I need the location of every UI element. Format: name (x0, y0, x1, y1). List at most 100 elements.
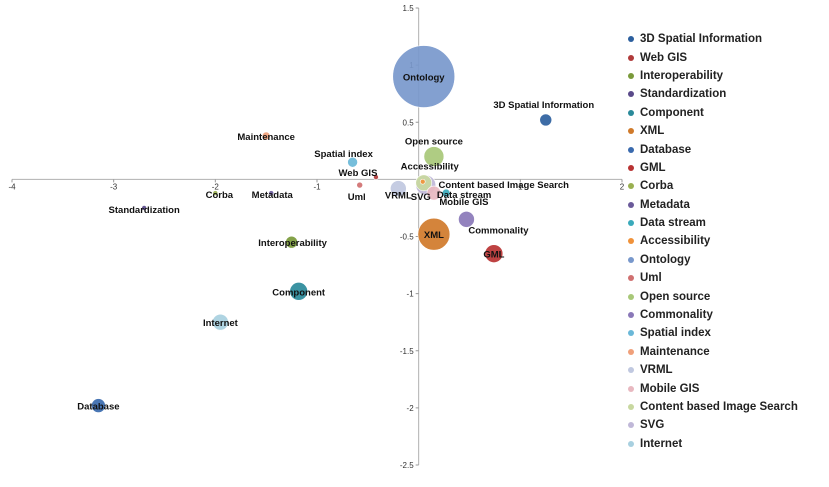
legend-item-ontology: Ontology (628, 251, 798, 269)
legend-swatch-icon (628, 422, 634, 429)
point-label-content-based-image-search: Content based Image Search (439, 180, 570, 191)
legend-item-mobile-gis: Mobile GIS (628, 379, 798, 397)
bubble-mobile-gis (426, 185, 442, 201)
legend-swatch-icon (628, 256, 634, 263)
point-label-gml: GML (483, 250, 504, 261)
legend-label: Component (640, 106, 704, 119)
bubble-commonality (458, 211, 475, 228)
legend-item-internet: Internet (628, 435, 798, 453)
legend-item-gml: GML (628, 159, 798, 177)
legend-item-vrml: VRML (628, 361, 798, 379)
legend-item-uml: Uml (628, 269, 798, 287)
legend-swatch-icon (628, 367, 634, 374)
y-tick-label: 0.5 (403, 118, 415, 127)
bubble-component (289, 282, 309, 301)
point-label-vrml: VRML (385, 191, 412, 202)
legend-swatch-icon (628, 385, 634, 392)
y-tick-label: -0.5 (400, 233, 414, 242)
y-tick-label: -2.5 (400, 461, 414, 470)
legend-swatch-icon (628, 128, 634, 135)
legend-label: Maintenance (640, 345, 710, 358)
legend-swatch-icon (628, 36, 634, 43)
point-label-spatial-index: Spatial index (314, 149, 373, 160)
legend-label: SVG (640, 419, 665, 432)
point-label-mobile-gis: Mobile GIS (439, 197, 488, 208)
legend-label: Database (640, 143, 692, 156)
point-label-internet: Internet (203, 318, 239, 329)
legend-swatch-icon (628, 275, 634, 282)
chart-bubbles (91, 45, 553, 413)
legend-label: Mobile GIS (640, 382, 700, 395)
legend-item-accessibility: Accessibility (628, 232, 798, 250)
point-label-standardization: Standardization (109, 205, 180, 216)
y-tick-label: -2 (407, 404, 415, 413)
bubble-database (91, 398, 106, 413)
bubble-web-gis (373, 174, 379, 180)
point-label-web-gis: Web GIS (339, 168, 378, 179)
legend-item-component: Component (628, 104, 798, 122)
bubble-uml (356, 181, 364, 189)
point-label-svg: SVG (411, 192, 431, 203)
point-label-commonality: Commonality (468, 225, 529, 236)
point-label-uml: Uml (348, 192, 366, 203)
legend-item-3d-spatial-information: 3D Spatial Information (628, 30, 798, 48)
legend-label: Corba (640, 180, 674, 193)
legend-item-database: Database (628, 140, 798, 158)
legend-swatch-icon (628, 348, 634, 355)
legend-label: Ontology (640, 253, 691, 266)
legend-label: Web GIS (640, 51, 688, 64)
legend-swatch-icon (628, 220, 634, 227)
legend-label: Standardization (640, 88, 727, 101)
y-tick-label: -1 (407, 290, 415, 299)
x-tick-label: -2 (212, 182, 220, 191)
legend-swatch-icon (628, 146, 634, 153)
y-tick-label: -1.5 (400, 347, 414, 356)
point-label-metadata: Metadata (252, 190, 294, 201)
legend-label: VRML (640, 364, 673, 377)
x-tick-label: 2 (620, 182, 625, 191)
legend-item-spatial-index: Spatial index (628, 324, 798, 342)
legend-swatch-icon (628, 72, 634, 79)
point-label-accessibility: Accessibility (401, 162, 460, 173)
point-label-open-source: Open source (405, 137, 463, 148)
legend-label: Open source (640, 290, 711, 303)
chart-legend: 3D Spatial Information Web GIS Interoperab… (628, 30, 798, 453)
legend-item-xml: XML (628, 122, 798, 140)
point-label-component: Component (272, 287, 326, 298)
legend-swatch-icon (628, 164, 634, 171)
legend-swatch-icon (628, 404, 634, 410)
legend-swatch-icon (628, 330, 634, 337)
point-label-3d-spatial-information: 3D Spatial Information (493, 100, 594, 111)
legend-label: Interoperability (640, 69, 724, 82)
legend-item-content-based-image-search: Content based Image Search (628, 398, 798, 416)
bubble-ontology (392, 45, 456, 108)
legend-label: Spatial index (640, 327, 711, 340)
point-label-xml: XML (424, 230, 444, 241)
legend-item-interoperability: Interoperability (628, 67, 798, 85)
legend-item-metadata: Metadata (628, 196, 798, 214)
legend-swatch-icon (628, 91, 634, 98)
x-tick-label: -3 (110, 182, 118, 191)
legend-item-open-source: Open source (628, 287, 798, 305)
point-label-corba: Corba (206, 190, 234, 201)
bubble-standardization (141, 205, 147, 211)
legend-item-commonality: Commonality (628, 306, 798, 324)
legend-label: Metadata (640, 198, 690, 211)
legend-item-data-stream: Data stream (628, 214, 798, 232)
legend-item-svg: SVG (628, 416, 798, 434)
legend-label: Internet (640, 437, 683, 450)
legend-item-web-gis: Web GIS (628, 48, 798, 66)
legend-swatch-icon (628, 54, 634, 61)
chart-point-labels: 3D Spatial Information Web GIS Interoperab… (77, 73, 594, 413)
legend-swatch-icon (628, 183, 634, 190)
legend-label: GML (640, 161, 666, 174)
bubble-metadata (268, 190, 275, 196)
legend-swatch-icon (628, 312, 634, 319)
legend-label: Accessibility (640, 235, 711, 248)
x-tick-label: -1 (313, 182, 321, 191)
legend-swatch-icon (628, 109, 634, 116)
legend-swatch-icon (628, 238, 634, 245)
y-tick-label: 1.5 (403, 4, 415, 13)
legend-label: Data stream (640, 217, 706, 230)
